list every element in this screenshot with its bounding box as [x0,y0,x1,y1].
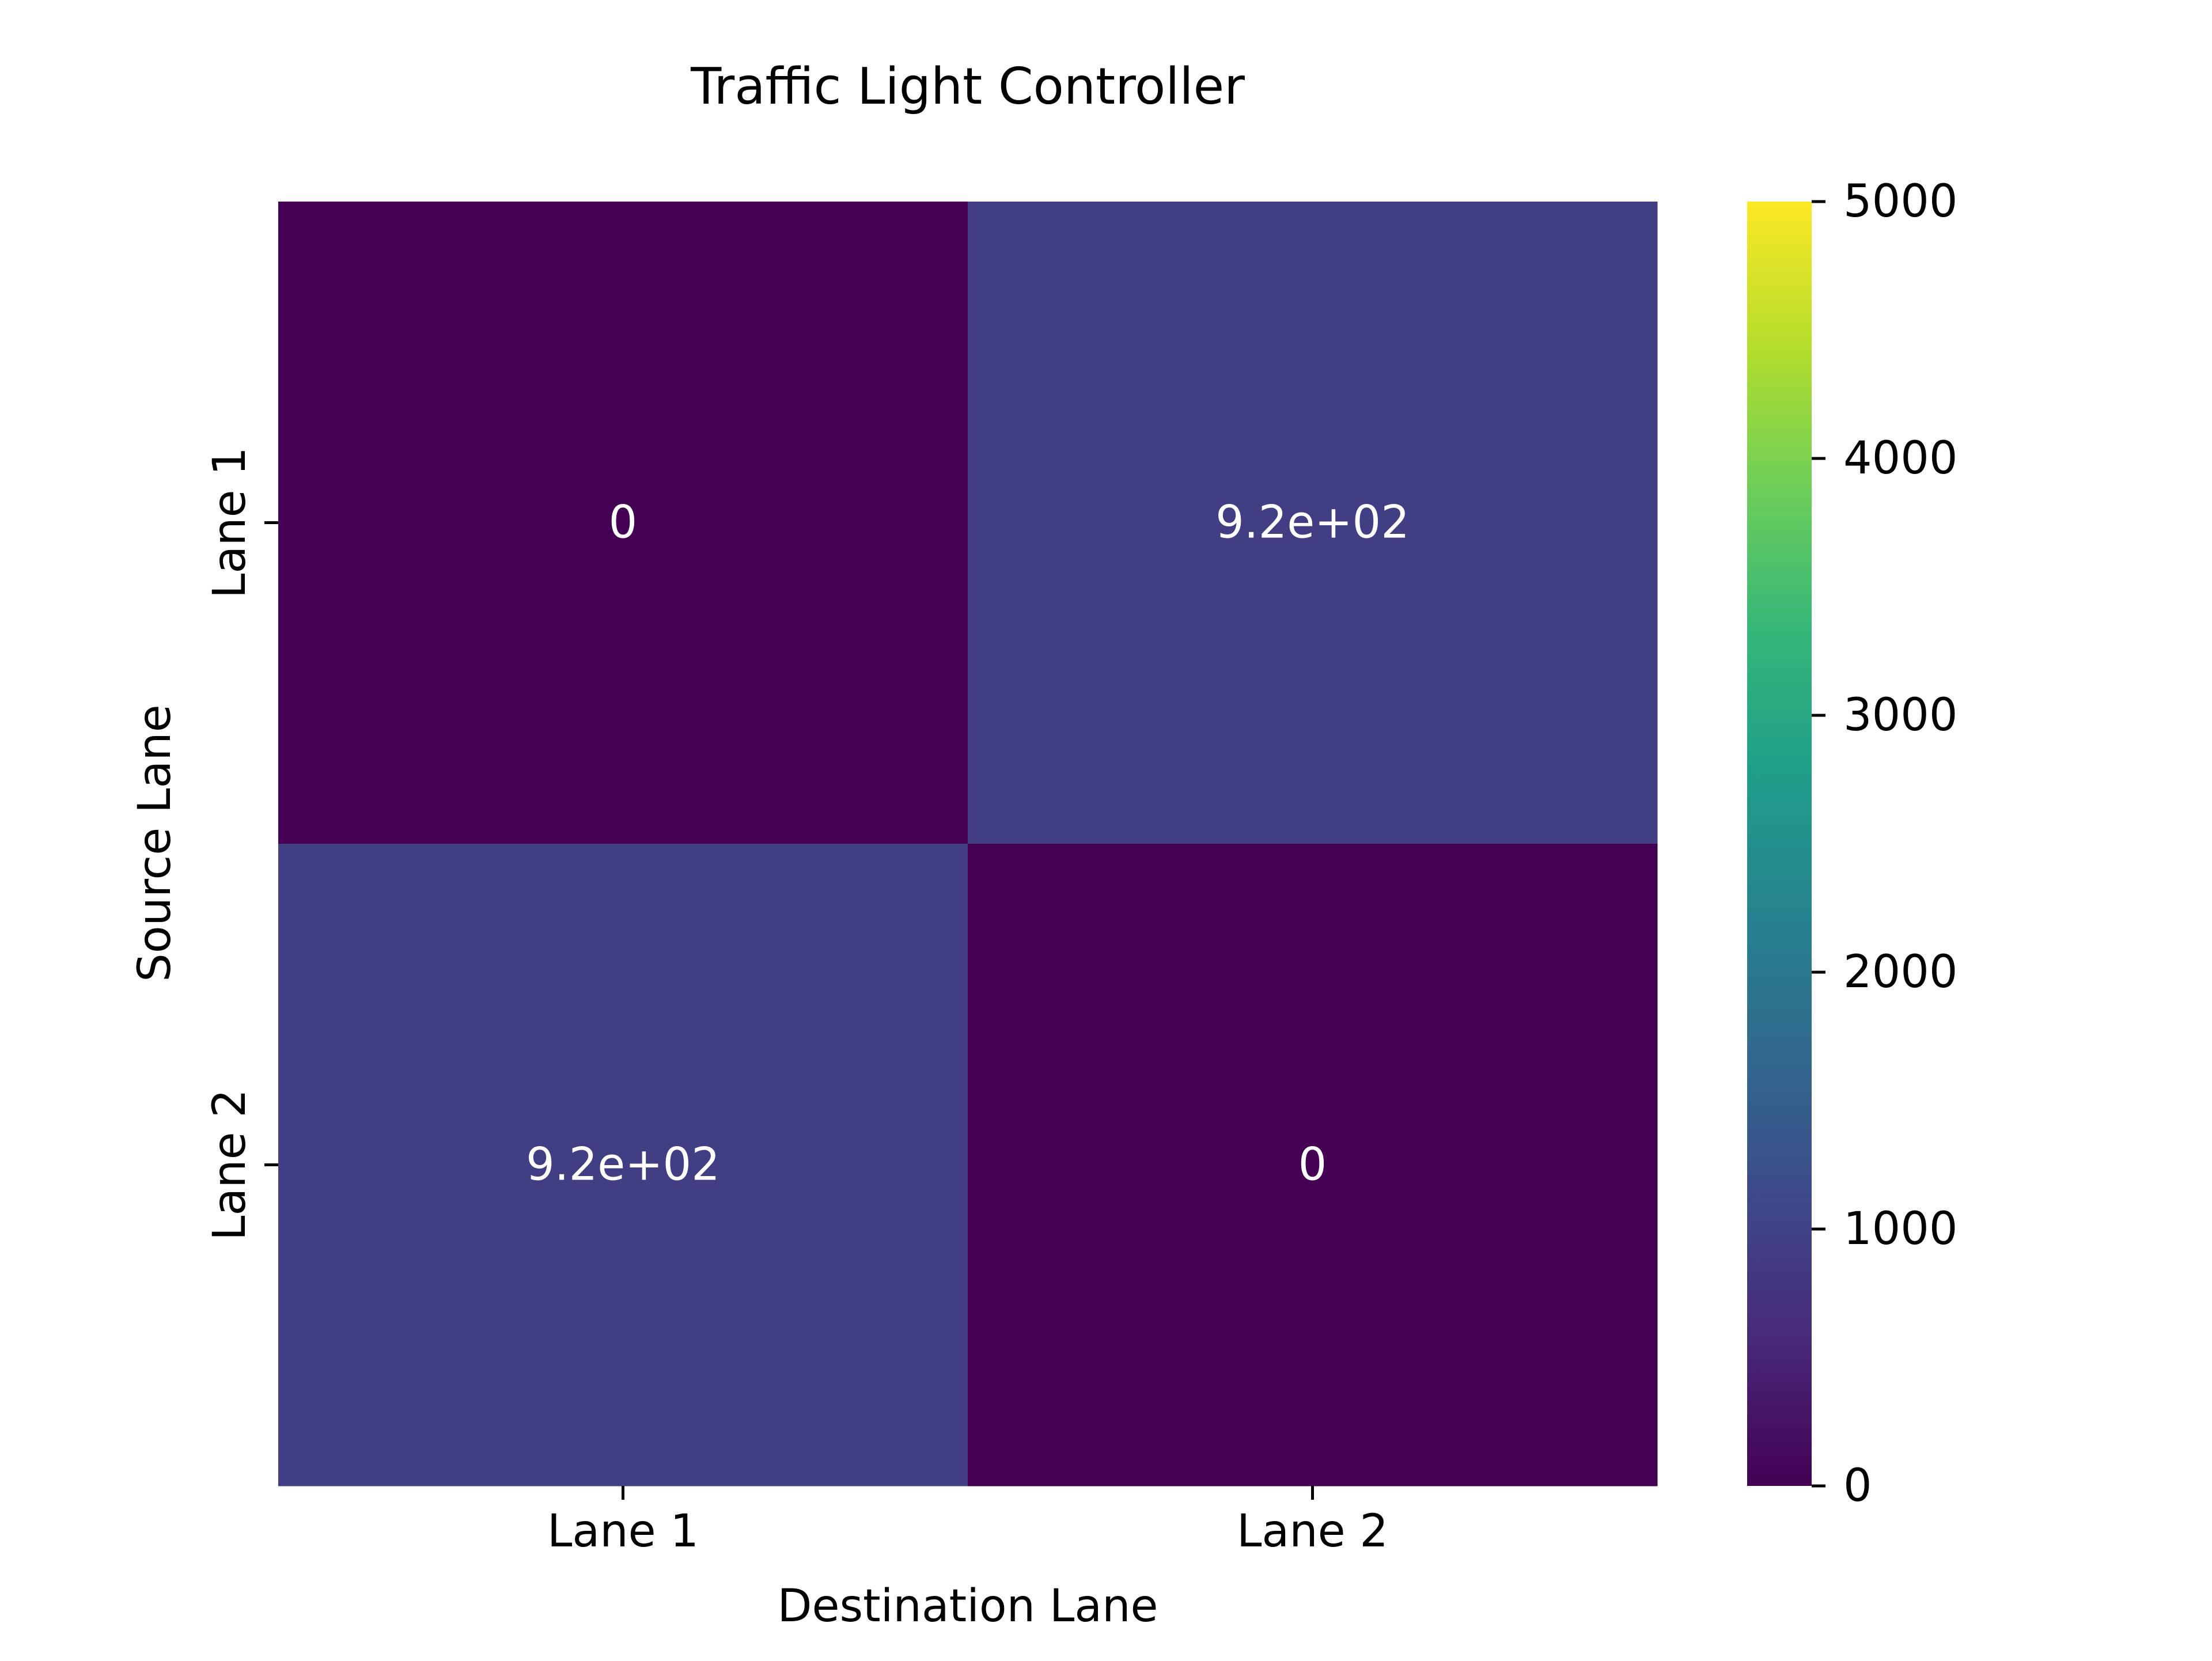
colorbar: 0 1000 2000 3000 4000 5000 [1747,176,1958,1512]
y-tick-label: Lane 1 [204,447,256,598]
y-axis-label: Source Lane [129,704,181,981]
colorbar-gradient [1747,202,1812,1486]
chart-title: Traffic Light Controller [690,57,1245,116]
x-tick-label: Lane 2 [1237,1505,1388,1557]
colorbar-tick-label: 1000 [1843,1203,1958,1255]
y-tick-label: Lane 2 [204,1089,256,1241]
x-axis-label: Destination Lane [777,1580,1158,1632]
cell-annotation: 0 [1298,1139,1327,1191]
heatmap-cell [968,844,1658,1486]
heatmap-cell [278,202,968,844]
cell-annotations: 0 9.2e+02 9.2e+02 0 [526,497,1410,1191]
heatmap-cell [278,844,968,1486]
colorbar-tick-label: 2000 [1843,946,1958,998]
colorbar-tick-label: 4000 [1843,433,1958,484]
cell-annotation: 0 [609,497,638,549]
x-tick-label: Lane 1 [547,1505,699,1557]
cell-annotation: 9.2e+02 [1215,497,1410,549]
heatmap-cell [968,202,1658,844]
colorbar-tick-label: 5000 [1843,176,1958,227]
x-axis: Lane 1 Lane 2 [547,1486,1388,1557]
cell-annotation: 9.2e+02 [526,1139,720,1191]
colorbar-tick-label: 3000 [1843,689,1958,741]
y-axis: Lane 1 Lane 2 [204,447,278,1241]
colorbar-tick-label: 0 [1843,1460,1872,1512]
colorbar-ticks: 0 1000 2000 3000 4000 5000 [1812,176,1958,1512]
heatmap-cells [278,202,1658,1486]
